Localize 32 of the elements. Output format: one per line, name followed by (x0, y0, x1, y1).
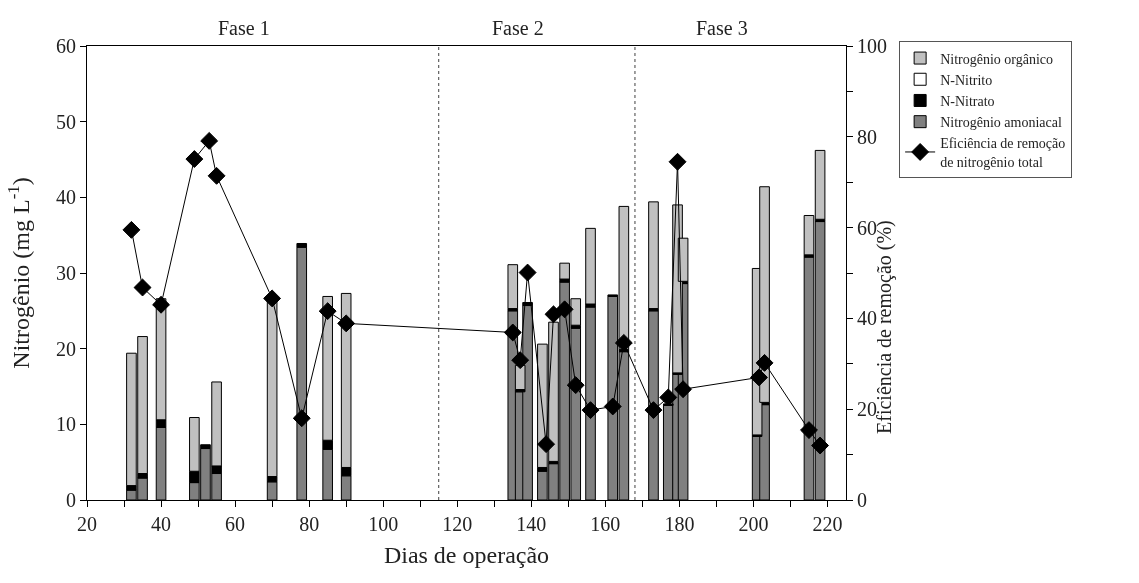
y-tick-label: 30 (56, 262, 76, 284)
x-tick-label: 60 (225, 513, 246, 535)
y-tick-label: 10 (56, 413, 76, 436)
x-tick-label: 220 (812, 513, 843, 535)
text: Fase 1 (218, 17, 270, 39)
y-tick-label: 20 (56, 337, 76, 360)
legend-label: Nitrogênio amoniacal (940, 115, 1062, 131)
legend-label: N-Nitrato (940, 93, 995, 109)
x-tick-label: 120 (442, 513, 473, 535)
x-tick-label: 200 (738, 513, 769, 535)
x-tick-label: 160 (590, 513, 621, 535)
x-axis-title: Dias de operação (383, 542, 550, 569)
y-tick-label: 40 (56, 186, 76, 209)
x-tick-label: 140 (516, 513, 547, 535)
legend-label: Nitrogênio orgânico (940, 51, 1054, 67)
y2-tick-label: 60 (857, 216, 877, 239)
x-tick-label: 180 (664, 513, 695, 535)
x-tick-label: 100 (368, 513, 399, 535)
y2-tick-label: 80 (857, 125, 877, 148)
x-tick-label: 40 (151, 513, 172, 535)
y2-tick-label: 100 (857, 35, 887, 57)
text: Fase 3 (696, 17, 748, 39)
x-tick-label: 20 (77, 513, 97, 535)
legend-label: Eficiência de remoção de nitrogênio total (940, 136, 1066, 170)
y2-tick-label: 0 (857, 489, 867, 511)
x-tick-label: 80 (299, 513, 320, 535)
legend-label: N-Nitrito (940, 72, 993, 88)
text: Fase 2 (492, 17, 544, 39)
y2-tick-label: 40 (857, 307, 877, 330)
y-tick-label: 0 (66, 489, 76, 511)
y-tick-label: 60 (56, 35, 76, 57)
y-tick-label: 50 (56, 110, 76, 133)
